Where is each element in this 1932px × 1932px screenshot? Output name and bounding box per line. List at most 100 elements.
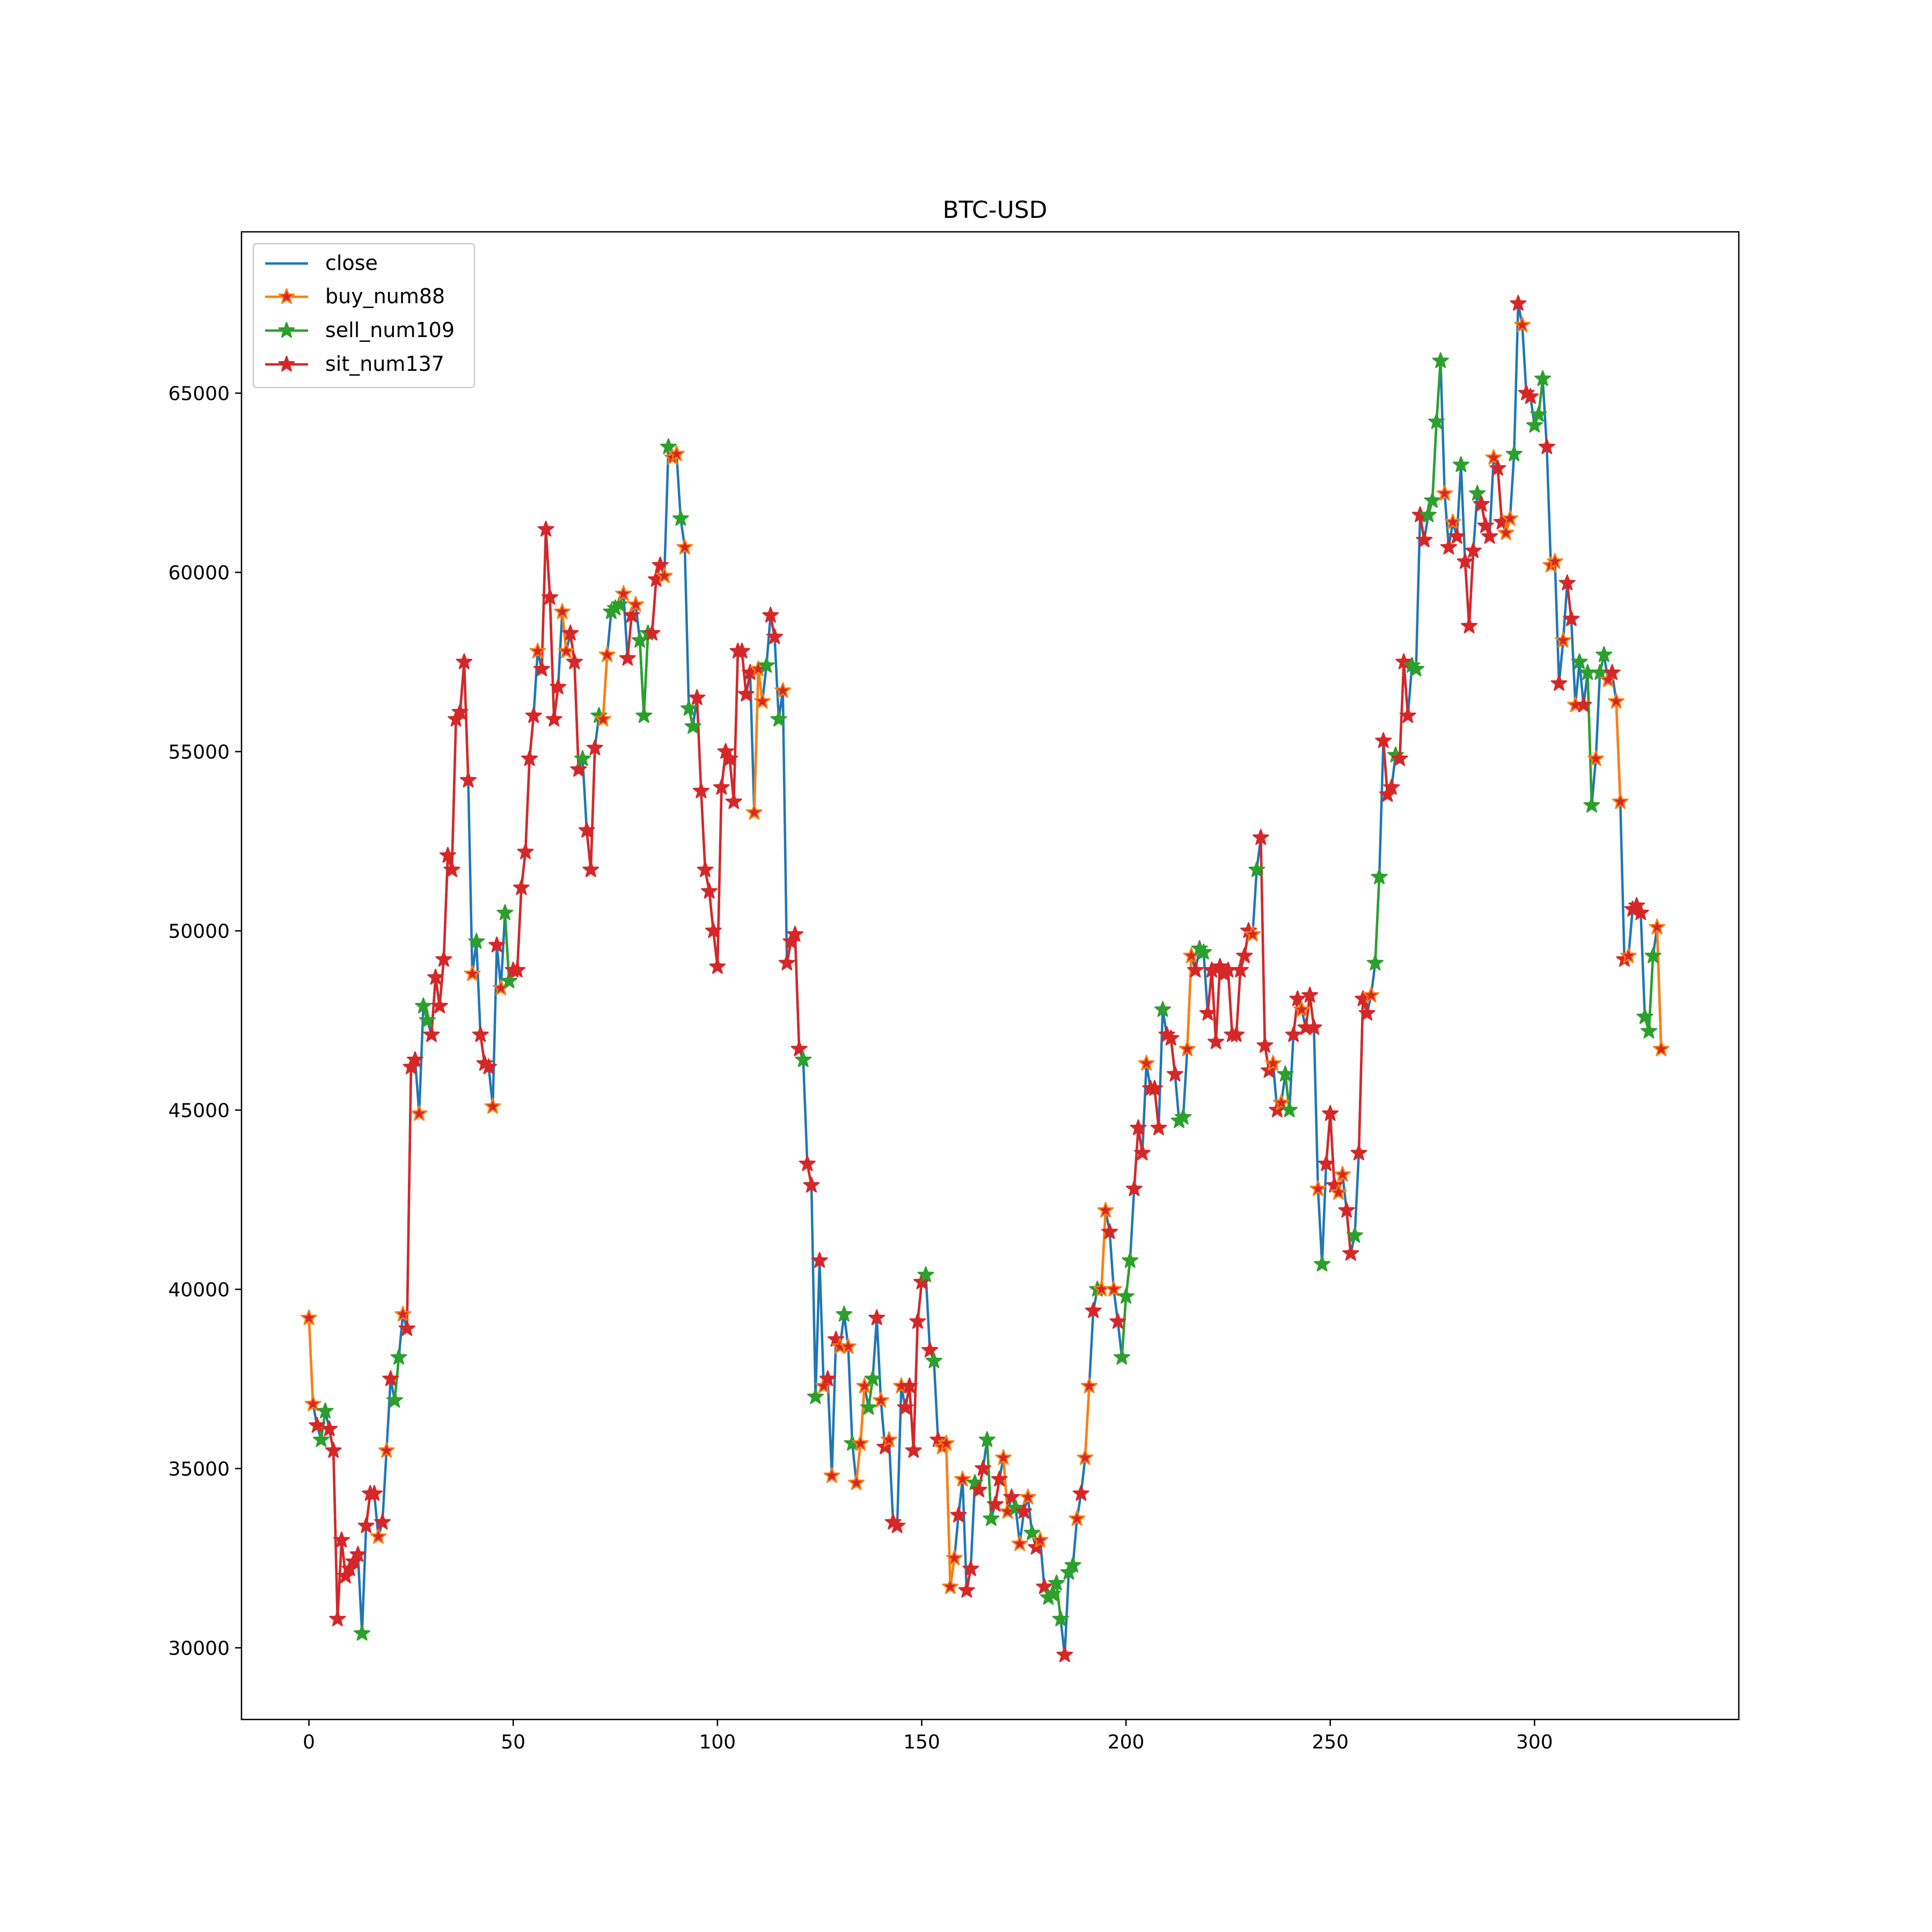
series-sit-segment [733,650,740,803]
series-sit-point [811,1252,828,1268]
series-sit-point [423,1026,440,1042]
series-buy-point [954,1470,971,1487]
series-sell-point [860,1399,877,1415]
series-buy-point [464,965,481,982]
series-sit-point [1130,1119,1147,1136]
series-sit-point [480,1058,497,1074]
chart-title: BTC-USD [942,196,1047,224]
series-sit-point [578,822,595,838]
series-sell-point [415,997,432,1014]
series-sit-point [619,649,636,666]
series-buy-point [754,692,771,709]
series-sit-point [566,653,583,669]
series-sell-point [660,438,677,455]
series-sit-point [1350,1144,1367,1161]
series-sit-point [472,1026,489,1042]
series-sit-segment [336,1539,343,1621]
series-buy-point [1293,1001,1310,1017]
series-buy-point [1019,1488,1036,1505]
series-sit-point [382,1370,399,1386]
series-buy-point [881,1431,898,1447]
series-sit-point [1036,1578,1053,1594]
y-tick-label: 30000 [168,1637,230,1659]
series-sit-point [697,861,714,877]
series-buy-point [1608,692,1625,709]
series-sell-point [758,656,775,673]
series-sit-segment [1463,560,1470,627]
series-sit-segment [912,1320,919,1452]
series-sit-point [1285,1026,1302,1042]
series-buy-point [615,585,632,602]
series-sit-point [1457,553,1474,569]
series-sit-segment [1260,836,1267,1047]
series-sit-point [901,1377,918,1394]
series-buy-point [301,1309,318,1326]
series-sit-segment [794,933,801,1051]
series-sell-point [1366,954,1384,971]
series-sell-point [1113,1349,1131,1365]
series-sell-point [468,933,485,949]
series-sell-point [1314,1255,1331,1272]
series-sit-point [1187,961,1204,978]
series-buy-point [1105,1280,1122,1297]
series-sell-point [1641,1022,1658,1038]
series-sell-point [1432,352,1449,368]
series-sit-point [958,1582,975,1598]
series-sell-point [1636,1008,1653,1024]
series-sit-point [1150,1119,1167,1136]
series-sell-point [1248,861,1265,877]
series-sit-point [1391,750,1408,766]
series-sit-point [1125,1180,1143,1196]
series-sit-point [1342,1245,1359,1261]
series-sit-point [1322,1104,1339,1121]
series-sit-segment [524,757,531,853]
series-sell-point [1534,370,1552,386]
series-sell-point [795,1051,812,1067]
series-sit-point [562,624,579,641]
series-sit-point [1399,707,1416,723]
series-buy-point [668,445,685,462]
series-sit-point [407,1051,424,1067]
legend-sell-label: sell_num109 [325,318,455,342]
series-buy-point [938,1435,955,1451]
series-sit-point [1252,829,1269,845]
series-buy-point [676,538,693,555]
series-sit-segment [573,661,580,771]
series-buy-point [774,682,792,698]
series-sit-point [930,1431,947,1447]
y-tick-label: 55000 [168,742,230,764]
series-sit-point [717,743,734,759]
series-sit-segment [1329,1112,1336,1187]
series-buy-point [598,646,616,662]
series-sit-point [1448,528,1466,544]
series-sell-point [390,1349,407,1365]
series-sit-point [1632,904,1649,920]
series-buy-segment [1615,700,1622,803]
series-sit-point [709,958,726,974]
series-sit-point [1604,664,1621,680]
series-sell-point [680,700,698,716]
series-buy-segment [308,1316,314,1406]
series-sell-point [1064,1556,1081,1573]
series-sit-point [962,1560,979,1576]
series-buy-point [529,642,546,658]
series-buy-segment [753,668,760,814]
series-sell-point [978,1431,996,1447]
series-sit-point [689,689,706,705]
series-sell-point [1408,660,1425,677]
series-sell-point [611,596,628,612]
series-sell-point [1419,506,1437,523]
series-sit-point [950,1506,967,1523]
series-buy-point [370,1528,387,1544]
legend-sell-star [278,321,295,338]
legend-sit-label: sit_num137 [325,352,444,376]
x-tick-label: 100 [699,1731,736,1753]
series-buy-point [1620,947,1637,963]
series-sit-point [725,793,742,809]
series-sit-point [713,779,730,795]
series-buy-point [554,603,571,619]
series-sit-point [1473,495,1490,512]
series-sell-point [419,1012,436,1028]
series-sit-point [1628,897,1645,913]
x-tick-label: 300 [1516,1731,1553,1753]
